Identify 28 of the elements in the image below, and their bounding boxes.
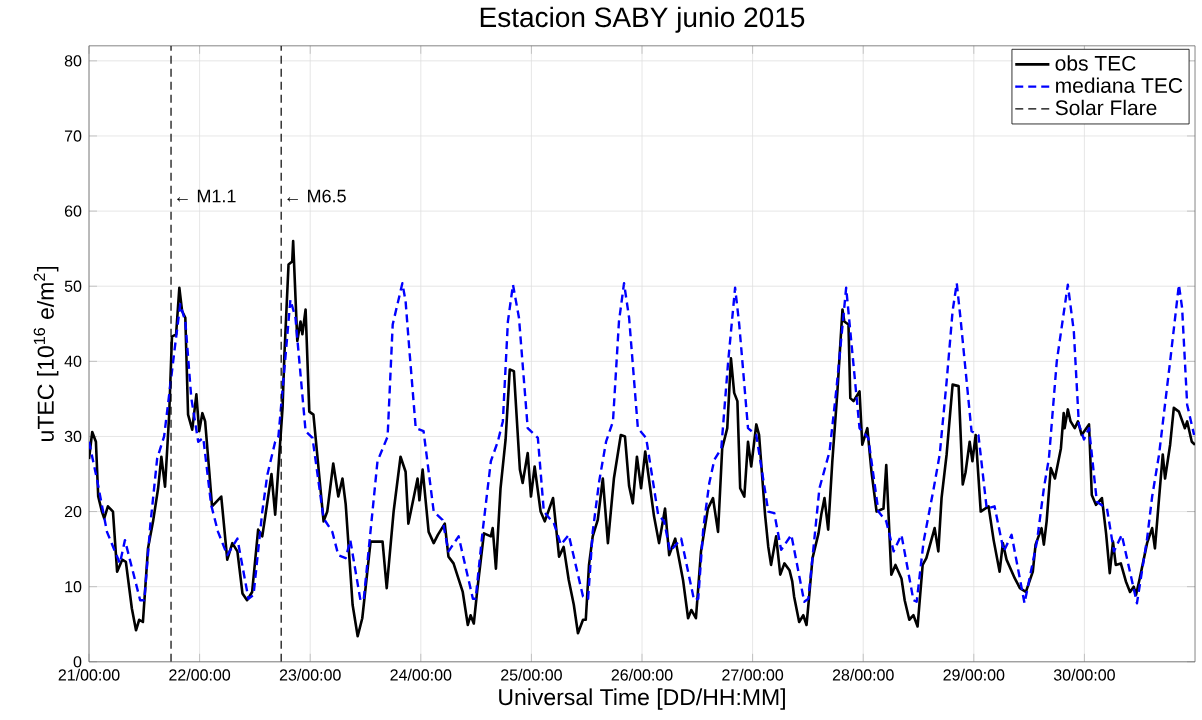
x-tick-label: 27/00:00	[722, 668, 784, 681]
annotation: ← M1.1	[177, 189, 236, 203]
annotation: ← M6.5	[287, 189, 346, 203]
y-tick-label: 40	[64, 355, 82, 368]
x-tick-label: 23/00:00	[279, 668, 341, 681]
y-tick-label: 10	[65, 581, 82, 593]
legend-label: mediana TEC	[1056, 77, 1183, 94]
x-tick-label: 24/00:00	[390, 668, 452, 681]
x-tick-label: 22/00:00	[169, 668, 231, 681]
x-tick-label: 30/00:00	[1053, 668, 1115, 681]
y-tick-label: 50	[64, 280, 82, 292]
x-tick-label: 29/00:00	[943, 668, 1005, 681]
line-series	[89, 282, 1196, 605]
y-tick-label: 30	[64, 430, 82, 443]
x-tick-label: 28/00:00	[832, 668, 894, 681]
y-axis-title: uTEC [10$^{16}$ e/m$^{2}$]	[33, 267, 59, 441]
legend-label: obs TEC	[1055, 55, 1136, 71]
y-tick-label: 70	[64, 130, 82, 142]
y-tick-label: 80	[64, 55, 82, 67]
x-tick-label: 21/00:00	[58, 668, 120, 681]
x-tick-label: 26/00:00	[611, 668, 673, 681]
y-tick-label: 20	[64, 506, 82, 518]
x-axis-title: Universal Time [DD/HH:MM]	[499, 688, 785, 710]
chart-title: Estacion SABY junio 2015	[480, 6, 805, 33]
legend-label: Solar Flare	[1055, 99, 1157, 116]
x-tick-label: 25/00:00	[501, 668, 562, 681]
y-tick-label: 0	[73, 656, 82, 668]
y-tick-label: 60	[64, 205, 82, 217]
